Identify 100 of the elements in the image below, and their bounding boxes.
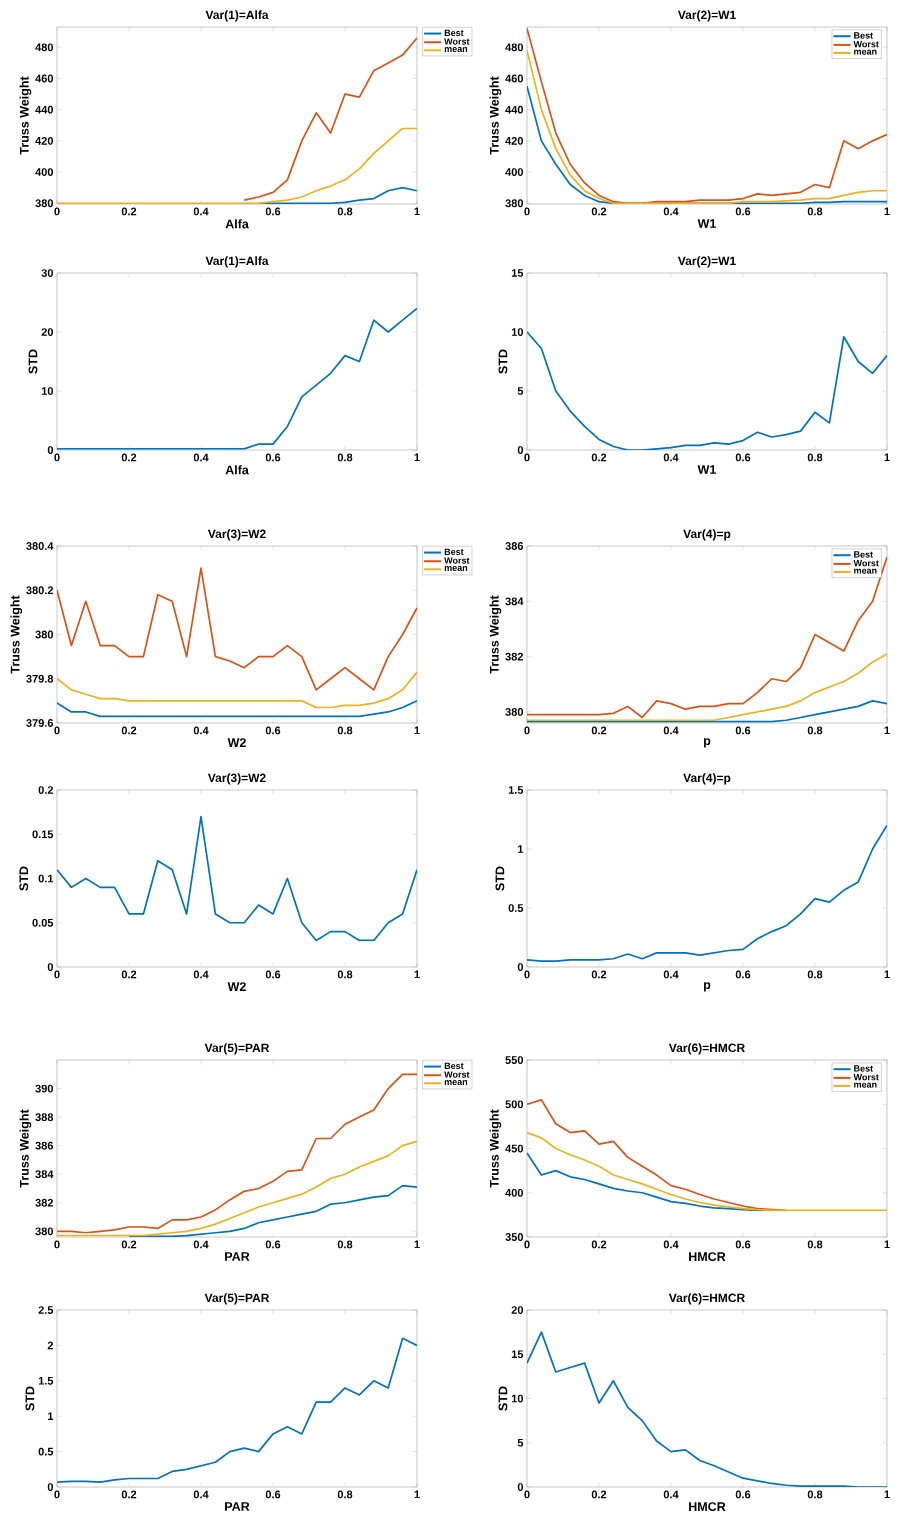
y-axis-title: Truss Weight xyxy=(489,76,502,155)
y-tick-label: 500 xyxy=(505,1100,523,1109)
x-axis-title: W2 xyxy=(227,738,246,747)
y-axis-title: STD xyxy=(19,866,29,891)
y-tick-label: 10 xyxy=(41,387,54,395)
x-tick-label: 0.6 xyxy=(265,1240,281,1249)
x-tick-label: 0.8 xyxy=(337,726,353,735)
legend-label: Worst xyxy=(853,560,879,567)
x-tick-label: 0 xyxy=(54,970,60,979)
y-tick-label: 1.5 xyxy=(38,1376,54,1385)
y-axis-title: STD xyxy=(498,349,508,374)
x-tick-label: 0 xyxy=(524,453,530,462)
x-tick-label: 0.8 xyxy=(337,207,353,216)
y-tick-label: 15 xyxy=(511,1350,524,1359)
x-tick-label: 0.8 xyxy=(337,1240,353,1249)
x-tick-label: 0.4 xyxy=(193,970,209,979)
y-tick-label: 480 xyxy=(505,43,523,52)
y-axis-title: Truss Weight xyxy=(19,1109,32,1188)
x-tick-label: 0.4 xyxy=(193,726,209,735)
y-tick-label: 30 xyxy=(41,269,54,277)
x-tick-label: 1 xyxy=(414,453,420,462)
line-series xyxy=(57,1073,417,1234)
x-axis-title: W1 xyxy=(697,465,717,474)
x-tick-label: 0.8 xyxy=(337,1490,353,1499)
x-tick-label: 0.2 xyxy=(591,1240,607,1249)
y-tick-label: 460 xyxy=(35,74,54,83)
y-tick-label: 5 xyxy=(517,1438,524,1447)
x-tick-label: 0.4 xyxy=(193,1240,209,1249)
legend-label: Best xyxy=(444,1062,464,1069)
x-tick-label: 0.6 xyxy=(265,207,281,216)
y-tick-label: 379.8 xyxy=(26,674,54,683)
x-tick-label: 1 xyxy=(414,207,420,216)
y-tick-label: 0 xyxy=(47,1483,54,1491)
x-tick-label: 0.8 xyxy=(337,453,353,462)
legend-label: Worst xyxy=(444,38,470,45)
legend-label: Best xyxy=(854,551,873,558)
legend-label: Best xyxy=(854,1065,873,1072)
line-series xyxy=(526,1098,788,1212)
y-tick-label: 420 xyxy=(35,136,54,145)
y-tick-label: 386 xyxy=(505,542,524,550)
x-tick-label: 0 xyxy=(54,1490,60,1499)
legend-label: mean xyxy=(854,568,877,574)
y-tick-label: 0 xyxy=(517,446,524,454)
x-tick-label: 0.4 xyxy=(663,207,679,216)
legend-label: Worst xyxy=(853,41,879,48)
legend-label: Worst xyxy=(444,1071,470,1078)
x-tick-label: 0.6 xyxy=(735,970,751,979)
y-tick-label: 0.5 xyxy=(38,1447,54,1456)
y-axis-title: Truss Weight xyxy=(19,76,32,155)
y-tick-label: 380.4 xyxy=(26,542,54,550)
x-tick-label: 0.2 xyxy=(591,1490,607,1499)
legend-label: mean xyxy=(444,566,468,572)
y-tick-label: 420 xyxy=(505,136,523,145)
y-tick-label: 380 xyxy=(505,199,523,208)
y-tick-label: 380 xyxy=(35,1227,54,1236)
x-tick-label: 0.4 xyxy=(193,453,209,462)
y-tick-label: 1.5 xyxy=(508,786,524,794)
legend-label: Best xyxy=(854,32,873,39)
chart-title: Var(5)=PAR xyxy=(204,1293,270,1305)
chart-title: Var(4)=p xyxy=(683,529,731,541)
y-tick-label: 460 xyxy=(505,74,523,83)
legend-label: mean xyxy=(444,1080,468,1086)
chart-title: Var(6)=HMCR xyxy=(668,1293,745,1305)
x-tick-label: 0.6 xyxy=(735,1240,751,1249)
x-axis-title: HMCR xyxy=(689,1502,726,1512)
y-tick-label: 0 xyxy=(47,446,54,454)
y-tick-label: 2 xyxy=(47,1341,54,1350)
x-tick-label: 1 xyxy=(414,970,420,979)
x-axis-title: HMCR xyxy=(689,1252,726,1262)
y-tick-label: 1 xyxy=(518,845,524,853)
y-tick-label: 2.5 xyxy=(38,1306,54,1314)
x-tick-label: 0 xyxy=(524,970,530,979)
y-axis-title: STD xyxy=(28,349,38,374)
x-tick-label: 1 xyxy=(884,1240,890,1249)
y-tick-label: 0.5 xyxy=(508,904,524,912)
y-tick-label: 5 xyxy=(517,387,524,395)
x-tick-label: 1 xyxy=(884,453,890,462)
x-tick-label: 0.4 xyxy=(663,970,679,979)
x-tick-label: 1 xyxy=(884,726,890,735)
legend-label: Best xyxy=(444,548,464,555)
x-axis-title: W1 xyxy=(697,219,717,228)
y-tick-label: 10 xyxy=(511,1394,523,1403)
x-tick-label: 0.6 xyxy=(265,726,281,735)
chart-title: Var(3)=W2 xyxy=(207,773,266,785)
y-tick-label: 0.1 xyxy=(38,874,54,883)
chart-title: Var(1)=Alfa xyxy=(205,256,269,268)
y-tick-label: 380.2 xyxy=(26,586,54,595)
x-tick-label: 0.2 xyxy=(121,726,137,735)
x-tick-label: 0.8 xyxy=(807,970,823,979)
x-tick-label: 0.2 xyxy=(121,1240,137,1249)
x-tick-label: 0.6 xyxy=(265,970,281,979)
y-tick-label: 390 xyxy=(35,1084,54,1093)
x-tick-label: 0.8 xyxy=(807,726,823,735)
x-tick-label: 1 xyxy=(414,726,420,735)
y-tick-label: 15 xyxy=(511,269,524,277)
chart-title: Var(3)=W2 xyxy=(207,529,266,541)
chart-title: Var(5)=PAR xyxy=(204,1043,270,1055)
x-tick-label: 1 xyxy=(884,207,890,216)
y-tick-label: 450 xyxy=(505,1144,523,1153)
legend-label: Worst xyxy=(853,1074,879,1081)
